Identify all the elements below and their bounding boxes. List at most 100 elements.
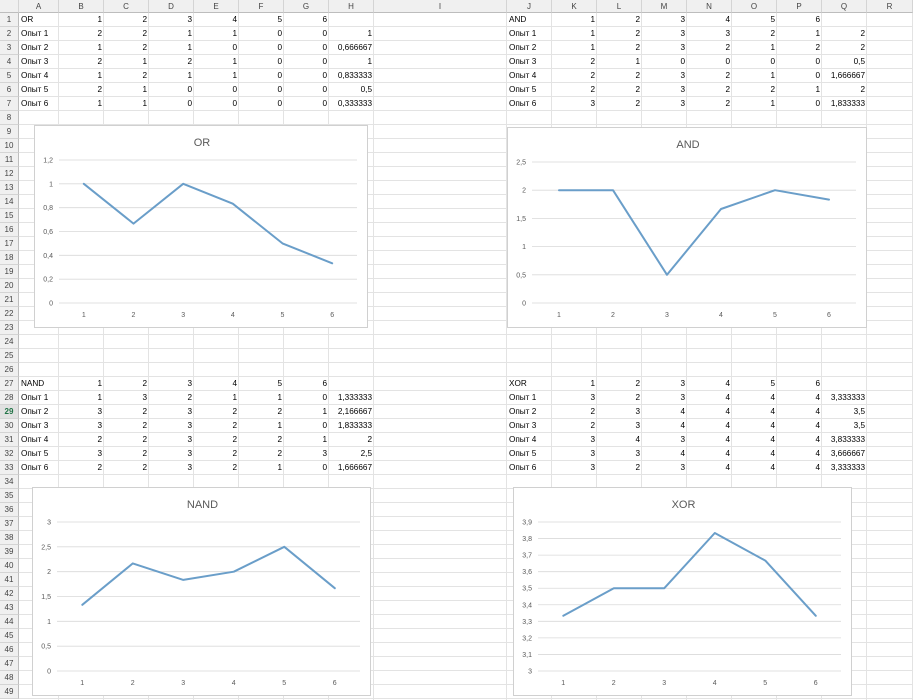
value-cell[interactable]: 0 xyxy=(187,85,192,94)
value-cell[interactable]: 0 xyxy=(277,57,282,66)
row-header-19[interactable]: 19 xyxy=(0,265,19,279)
value-cell[interactable]: 2 xyxy=(97,435,102,444)
result-cell[interactable]: 3,833333 xyxy=(830,435,865,444)
value-cell[interactable]: 4 xyxy=(770,435,775,444)
value-cell[interactable]: 1 xyxy=(97,71,102,80)
value-cell[interactable]: 0 xyxy=(815,57,820,66)
row-label-cell[interactable]: Опыт 6 xyxy=(509,99,537,108)
row-header-35[interactable]: 35 xyxy=(0,489,19,503)
result-cell[interactable]: 3,5 xyxy=(853,421,865,430)
value-cell[interactable]: 4 xyxy=(725,463,730,472)
value-cell[interactable]: 3 xyxy=(97,421,102,430)
value-cell[interactable]: 2 xyxy=(232,421,237,430)
table-header-cell[interactable]: 5 xyxy=(277,15,282,24)
value-cell[interactable]: 1 xyxy=(232,393,237,402)
value-cell[interactable]: 0 xyxy=(770,57,775,66)
value-cell[interactable]: 1 xyxy=(232,71,237,80)
value-cell[interactable]: 0 xyxy=(277,43,282,52)
row-header-11[interactable]: 11 xyxy=(0,153,19,167)
row-label-cell[interactable]: Опыт 1 xyxy=(509,29,537,38)
table-header-cell[interactable]: 2 xyxy=(635,379,640,388)
table-header-cell[interactable]: 2 xyxy=(635,15,640,24)
row-label-cell[interactable]: Опыт 4 xyxy=(509,435,537,444)
column-header-i[interactable]: I xyxy=(374,0,507,13)
value-cell[interactable]: 1 xyxy=(635,57,640,66)
value-cell[interactable]: 3 xyxy=(680,71,685,80)
value-cell[interactable]: 0 xyxy=(277,99,282,108)
row-header-1[interactable]: 1 xyxy=(0,13,19,27)
table-header-cell[interactable]: 3 xyxy=(680,379,685,388)
series-line[interactable] xyxy=(562,532,817,617)
result-cell[interactable]: 2 xyxy=(367,435,372,444)
table-header-cell[interactable]: 3 xyxy=(187,15,192,24)
table-header-cell[interactable]: 4 xyxy=(725,15,730,24)
value-cell[interactable]: 2 xyxy=(142,421,147,430)
row-label-cell[interactable]: Опыт 2 xyxy=(21,43,49,52)
value-cell[interactable]: 2 xyxy=(770,29,775,38)
series-line[interactable] xyxy=(558,189,830,276)
row-header-33[interactable]: 33 xyxy=(0,461,19,475)
value-cell[interactable]: 0 xyxy=(322,29,327,38)
row-header-12[interactable]: 12 xyxy=(0,167,19,181)
row-header-24[interactable]: 24 xyxy=(0,335,19,349)
value-cell[interactable]: 2 xyxy=(725,43,730,52)
value-cell[interactable]: 4 xyxy=(680,407,685,416)
column-header-m[interactable]: M xyxy=(642,0,687,13)
row-header-31[interactable]: 31 xyxy=(0,433,19,447)
result-cell[interactable]: 0,333333 xyxy=(337,99,372,108)
value-cell[interactable]: 0 xyxy=(322,71,327,80)
value-cell[interactable]: 1 xyxy=(142,57,147,66)
row-header-5[interactable]: 5 xyxy=(0,69,19,83)
row-label-cell[interactable]: Опыт 3 xyxy=(21,421,49,430)
value-cell[interactable]: 1 xyxy=(277,463,282,472)
row-header-21[interactable]: 21 xyxy=(0,293,19,307)
value-cell[interactable]: 2 xyxy=(142,43,147,52)
row-label-cell[interactable]: Опыт 4 xyxy=(509,71,537,80)
table-header-cell[interactable]: 5 xyxy=(277,379,282,388)
value-cell[interactable]: 3 xyxy=(590,463,595,472)
value-cell[interactable]: 2 xyxy=(725,99,730,108)
value-cell[interactable]: 3 xyxy=(187,449,192,458)
table-header-cell[interactable]: 3 xyxy=(680,15,685,24)
table-header-cell[interactable]: 4 xyxy=(725,379,730,388)
row-header-28[interactable]: 28 xyxy=(0,391,19,405)
value-cell[interactable]: 3 xyxy=(590,99,595,108)
table-title-xor[interactable]: XOR xyxy=(509,379,527,388)
table-header-cell[interactable]: 5 xyxy=(770,15,775,24)
value-cell[interactable]: 4 xyxy=(680,449,685,458)
row-header-44[interactable]: 44 xyxy=(0,615,19,629)
result-cell[interactable]: 1,666667 xyxy=(337,463,372,472)
result-cell[interactable]: 1,833333 xyxy=(337,421,372,430)
value-cell[interactable]: 3 xyxy=(187,407,192,416)
value-cell[interactable]: 3 xyxy=(590,435,595,444)
row-header-25[interactable]: 25 xyxy=(0,349,19,363)
value-cell[interactable]: 4 xyxy=(725,435,730,444)
value-cell[interactable]: 3 xyxy=(142,393,147,402)
value-cell[interactable]: 4 xyxy=(725,421,730,430)
row-header-3[interactable]: 3 xyxy=(0,41,19,55)
result-cell[interactable]: 0,5 xyxy=(360,85,372,94)
table-header-cell[interactable]: 3 xyxy=(187,379,192,388)
value-cell[interactable]: 2 xyxy=(232,435,237,444)
table-header-cell[interactable]: 4 xyxy=(232,379,237,388)
value-cell[interactable]: 1 xyxy=(770,71,775,80)
row-label-cell[interactable]: Опыт 6 xyxy=(21,99,49,108)
value-cell[interactable]: 2 xyxy=(635,99,640,108)
value-cell[interactable]: 0 xyxy=(322,57,327,66)
column-header-j[interactable]: J xyxy=(507,0,552,13)
result-cell[interactable]: 0,833333 xyxy=(337,71,372,80)
row-label-cell[interactable]: Опыт 5 xyxy=(21,449,49,458)
table-header-cell[interactable]: 6 xyxy=(322,379,327,388)
row-label-cell[interactable]: Опыт 1 xyxy=(21,29,49,38)
value-cell[interactable]: 2 xyxy=(97,29,102,38)
value-cell[interactable]: 4 xyxy=(770,393,775,402)
value-cell[interactable]: 4 xyxy=(815,407,820,416)
value-cell[interactable]: 2 xyxy=(590,85,595,94)
value-cell[interactable]: 2 xyxy=(635,43,640,52)
value-cell[interactable]: 1 xyxy=(590,43,595,52)
value-cell[interactable]: 1 xyxy=(187,71,192,80)
chart-and[interactable]: AND 0 0,5 1 1,5 2 2,5 1 2 3 4 5 6 xyxy=(507,127,867,328)
row-label-cell[interactable]: Опыт 6 xyxy=(509,463,537,472)
result-cell[interactable]: 1,833333 xyxy=(830,99,865,108)
value-cell[interactable]: 1 xyxy=(97,99,102,108)
